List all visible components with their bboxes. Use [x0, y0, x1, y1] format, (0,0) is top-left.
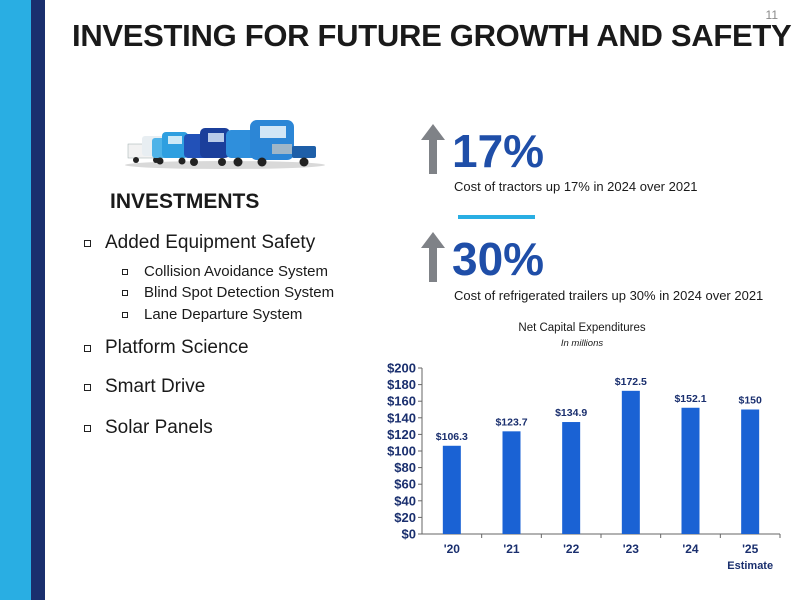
page-title: INVESTING FOR FUTURE GROWTH AND SAFETY	[72, 18, 792, 53]
stat-trailers-description: Cost of refrigerated trailers up 30% in …	[454, 288, 764, 303]
x-tick-label: '25	[742, 542, 759, 556]
sub-list-item: Blind Spot Detection System	[122, 284, 334, 301]
y-tick-label: $100	[387, 444, 416, 459]
investments-heading: INVESTMENTS	[110, 190, 260, 213]
y-tick-label: $160	[387, 394, 416, 409]
data-label: $152.1	[674, 393, 706, 405]
up-arrow-icon	[421, 124, 445, 174]
list-item: Smart Drive	[84, 376, 205, 398]
y-tick-label: $20	[394, 510, 416, 525]
data-label: $150	[738, 395, 762, 407]
up-arrow-icon	[421, 232, 445, 282]
x-tick-label: '22	[563, 542, 580, 556]
list-item-label: Platform Science	[105, 337, 249, 358]
list-item: Added Equipment Safety	[84, 232, 315, 254]
x-tick-label: '23	[623, 542, 640, 556]
checkbox-bullet-icon	[84, 239, 91, 247]
page-number: 11	[765, 8, 778, 22]
data-label: $106.3	[436, 431, 468, 443]
x-tick-label: '20	[444, 542, 461, 556]
bar	[442, 445, 461, 534]
trucks-image	[125, 120, 325, 169]
left-accent-stripe	[0, 0, 31, 600]
list-item-label: Smart Drive	[105, 376, 206, 397]
data-label: $123.7	[495, 416, 527, 428]
y-tick-label: $80	[394, 460, 416, 475]
checkbox-bullet-icon	[84, 383, 91, 391]
list-item-label: Solar Panels	[105, 417, 213, 438]
data-label: $172.5	[615, 376, 647, 388]
y-tick-label: $40	[394, 493, 416, 508]
x-tick-label: '24	[682, 542, 699, 556]
bar	[681, 407, 700, 534]
sub-list-item: Lane Departure System	[122, 306, 302, 323]
chart-subtitle: In millions	[560, 338, 604, 349]
checkbox-bullet-icon	[122, 289, 128, 296]
sub-list-item-label: Blind Spot Detection System	[144, 284, 335, 301]
y-tick-label: $200	[387, 361, 416, 376]
chart-title: Net Capital Expenditures	[518, 322, 646, 334]
stat-tractors-description: Cost of tractors up 17% in 2024 over 202…	[454, 179, 698, 194]
y-tick-label: $140	[387, 410, 416, 425]
sub-list-item-label: Collision Avoidance System	[144, 263, 328, 280]
bar	[621, 390, 640, 534]
y-tick-label: $120	[387, 427, 416, 442]
sub-list-item-label: Lane Departure System	[144, 306, 303, 323]
list-item: Solar Panels	[84, 417, 213, 439]
bar	[502, 431, 521, 534]
bar	[562, 422, 581, 534]
stat-trailers-value: 30%	[452, 233, 545, 285]
checkbox-bullet-icon	[122, 311, 128, 318]
list-item: Platform Science	[84, 337, 249, 359]
list-item-label: Added Equipment Safety	[105, 232, 316, 253]
capex-bar-chart: $0 $20 $40$60 $80$100 $120 $140$160 $180$200 $1…	[387, 361, 781, 572]
x-tick-sublabel: Estimate	[727, 560, 773, 572]
y-tick-label: $180	[387, 377, 416, 392]
stat-divider	[458, 215, 535, 219]
left-dark-stripe	[31, 0, 45, 600]
checkbox-bullet-icon	[84, 344, 91, 352]
bar	[741, 409, 760, 534]
y-tick-label: $60	[394, 477, 416, 492]
checkbox-bullet-icon	[122, 268, 128, 275]
y-tick-label: $0	[402, 527, 416, 542]
data-label: $134.9	[555, 407, 587, 419]
stat-tractors-value: 17%	[452, 125, 545, 177]
sub-list-item: Collision Avoidance System	[122, 263, 328, 280]
x-tick-label: '21	[503, 542, 520, 556]
checkbox-bullet-icon	[84, 424, 91, 432]
